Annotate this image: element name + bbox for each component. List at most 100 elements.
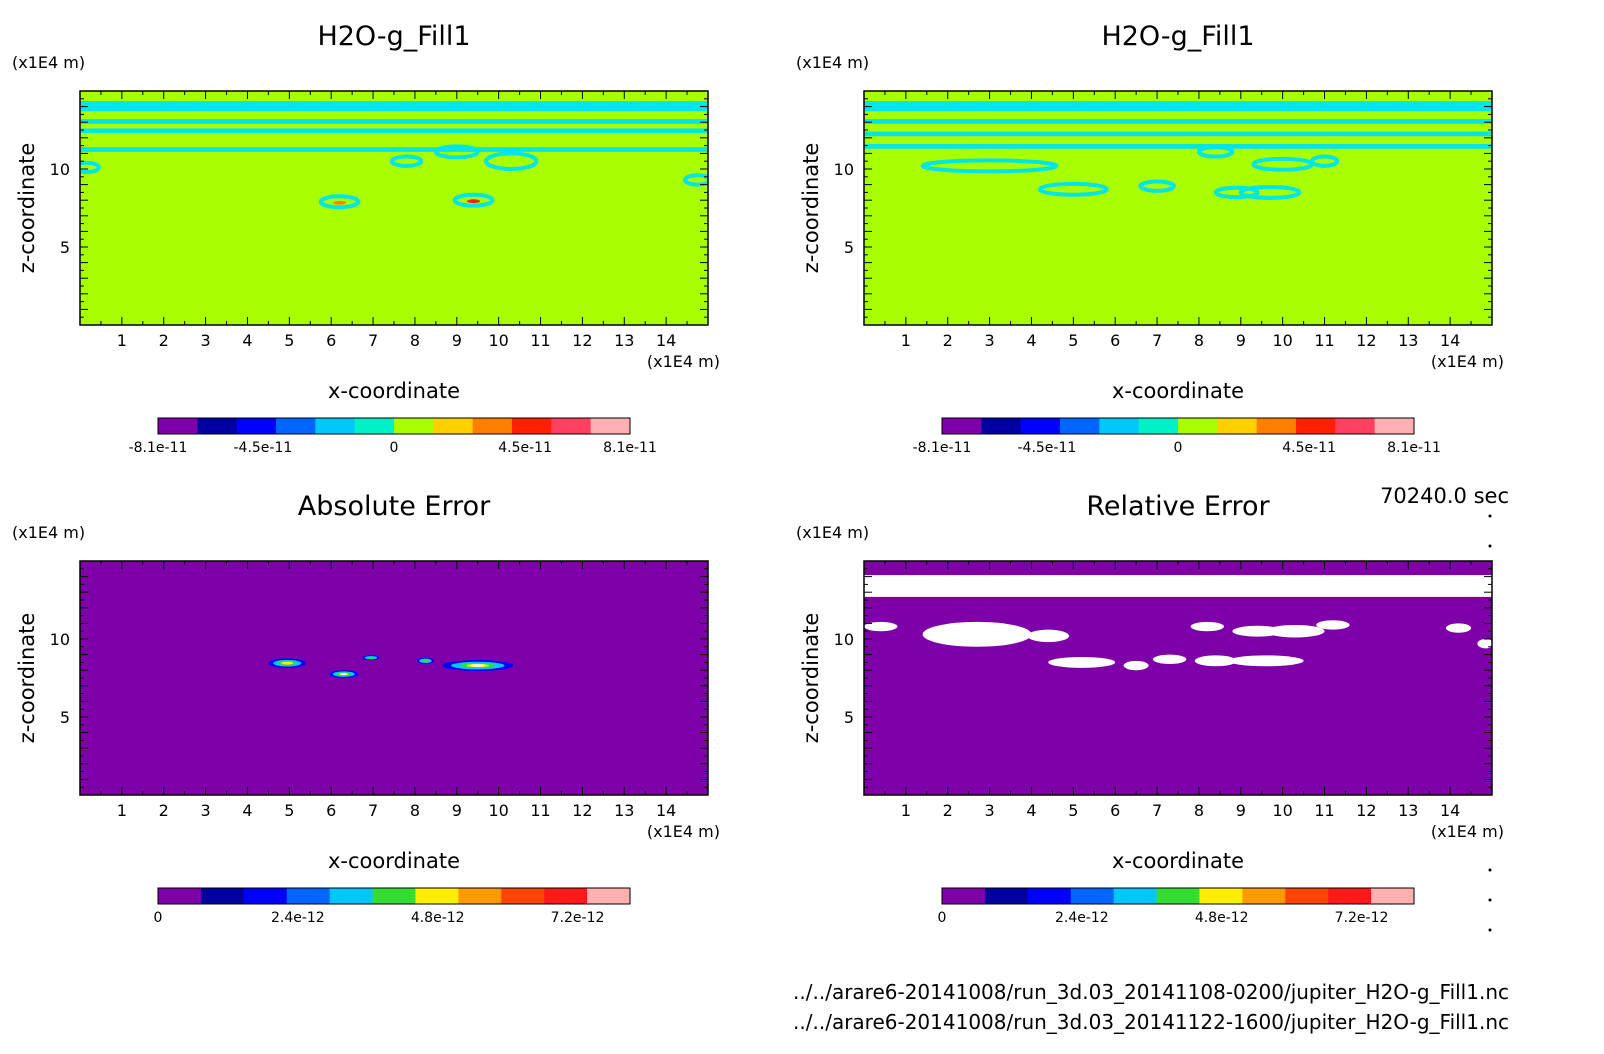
x-tick-label: 8 (1194, 331, 1204, 350)
x-tick-label: 2 (159, 331, 169, 350)
margin-dot (1488, 898, 1492, 902)
x-tick-label: 3 (201, 801, 211, 820)
z-tick-label: 10 (50, 160, 70, 179)
colorbar-label: 7.2e-12 (551, 910, 605, 926)
x-tick-label: 1 (901, 331, 911, 350)
x-tick-label: 3 (985, 331, 995, 350)
colorbar-swatch (942, 888, 986, 904)
contour-blob (1213, 185, 1260, 200)
colorbar-label: -8.1e-11 (129, 440, 188, 456)
colorbar-swatch (433, 418, 474, 434)
colorbar-swatch (354, 418, 395, 434)
panel-title: H2O-g_Fill1 (317, 21, 470, 52)
x-tick-label: 11 (530, 801, 550, 820)
error-blob (469, 664, 486, 667)
z-tick-label: 10 (50, 630, 70, 649)
colorbar-swatch (1060, 418, 1100, 434)
x-tick-label: 4 (1026, 801, 1036, 820)
contour-blob (1238, 184, 1302, 200)
x-tick-label: 5 (284, 331, 294, 350)
contour-blob (1037, 181, 1109, 197)
field-background (864, 561, 1492, 795)
margin-dot (1488, 544, 1492, 548)
panel-title: Relative Error (1086, 491, 1270, 522)
colorbar-swatch (1256, 418, 1297, 434)
y-axis-label: z-coordinate (799, 143, 823, 274)
error-blob (340, 673, 347, 675)
colorbar-swatch (329, 888, 374, 904)
colorbar-swatch (1070, 888, 1115, 904)
y-unit-label: (x1E4 m) (796, 53, 869, 72)
undefined-blob (922, 621, 1032, 647)
colorbar-label: 0 (938, 910, 947, 926)
panel-title: H2O-g_Fill1 (1101, 21, 1254, 52)
error-blob (366, 656, 376, 659)
undefined-blob (1123, 660, 1149, 671)
x-unit-label: (x1E4 m) (1431, 352, 1504, 371)
field-background (864, 91, 1492, 325)
contour-band (864, 131, 1492, 137)
undefined-blob (1190, 621, 1225, 632)
z-tick-label: 10 (834, 630, 854, 649)
x-tick-label: 13 (1398, 801, 1418, 820)
colorbar-label: 2.4e-12 (1055, 910, 1109, 926)
y-unit-label: (x1E4 m) (796, 523, 869, 542)
x-tick-label: 12 (572, 801, 592, 820)
colorbar-swatch (981, 418, 1022, 434)
contour-blob (452, 192, 495, 208)
contour-blob (1138, 179, 1176, 193)
x-tick-label: 4 (242, 331, 252, 350)
x-tick-label: 11 (530, 331, 550, 350)
contour-blob (484, 151, 539, 171)
colorbar-label: 4.8e-12 (411, 910, 465, 926)
colorbar-swatch (1371, 888, 1415, 904)
colorbar-swatch (1020, 418, 1061, 434)
error-blob (421, 659, 430, 663)
contour-blob (433, 144, 480, 160)
x-tick-label: 10 (1272, 801, 1292, 820)
undefined-blob (1048, 656, 1116, 668)
x-tick-label: 8 (410, 331, 420, 350)
colorbar-swatch (1027, 888, 1072, 904)
x-tick-label: 14 (656, 331, 676, 350)
x-tick-label: 14 (1440, 801, 1460, 820)
x-tick-label: 2 (943, 331, 953, 350)
colorbar-swatch (984, 888, 1029, 904)
x-tick-label: 6 (1110, 801, 1120, 820)
x-tick-label: 9 (1236, 801, 1246, 820)
x-tick-label: 5 (284, 801, 294, 820)
colorbar-swatch (200, 888, 245, 904)
contour-band (80, 147, 708, 152)
colorbar-swatch (236, 418, 277, 434)
colorbar-label: 4.8e-12 (1195, 910, 1249, 926)
contour-blob (318, 194, 361, 210)
contour-band (80, 101, 708, 105)
x-tick-label: 13 (614, 801, 634, 820)
y-axis-label: z-coordinate (15, 613, 39, 744)
undefined-blob (864, 621, 898, 632)
colorbar-swatch (1328, 888, 1372, 904)
contour-field (80, 561, 708, 795)
colorbar-swatch (458, 888, 502, 904)
x-tick-label: 8 (1194, 801, 1204, 820)
undefined-blob (1477, 639, 1492, 649)
x-unit-label: (x1E4 m) (1431, 822, 1504, 841)
colorbar-swatch (1113, 888, 1158, 904)
x-tick-label: 14 (656, 801, 676, 820)
contour-band (864, 101, 1492, 105)
x-tick-label: 12 (1356, 331, 1376, 350)
colorbar-frame (941, 417, 1415, 435)
z-tick-label: 5 (844, 708, 854, 727)
x-tick-label: 7 (1152, 331, 1162, 350)
x-tick-label: 1 (117, 331, 127, 350)
margin-dot (1488, 868, 1492, 872)
x-tick-label: 6 (1110, 331, 1120, 350)
x-tick-label: 9 (452, 331, 462, 350)
x-tick-label: 6 (326, 331, 336, 350)
colorbar-label: 0 (154, 910, 163, 926)
colorbar-swatch (544, 888, 588, 904)
file-path-1: ../../arare6-20141008/run_3d.03_20141108… (793, 980, 1509, 1004)
